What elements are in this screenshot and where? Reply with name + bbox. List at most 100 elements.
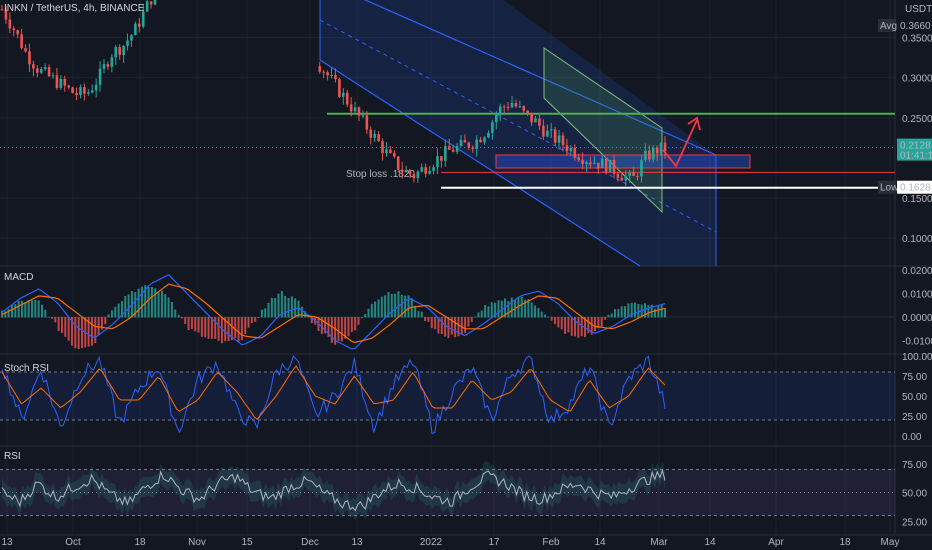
macd-histogram-bar <box>354 317 357 331</box>
price-tag-value: 0.3660 <box>900 21 931 32</box>
macd-histogram-bar <box>627 303 630 318</box>
macd-histogram-bar <box>614 309 617 318</box>
macd-histogram-bar <box>330 317 333 343</box>
candle-body <box>644 150 647 161</box>
current-price-tag-bg <box>897 138 932 161</box>
macd-histogram-bar <box>510 297 513 318</box>
candle-body <box>569 147 573 152</box>
macd-histogram-bar <box>557 317 560 328</box>
macd-histogram-bar <box>434 317 437 330</box>
macd-histogram-bar <box>407 295 410 318</box>
macd-histogram-bar <box>120 301 123 318</box>
macd-histogram-bar <box>20 301 23 318</box>
macd-histogram-bar <box>394 293 397 318</box>
x-tick-label: 14 <box>594 537 606 548</box>
macd-histogram-bar <box>144 285 147 318</box>
price-tag-name: Avg <box>880 21 897 32</box>
candle-body <box>134 23 137 36</box>
candle-body <box>145 1 149 12</box>
macd-histogram-bar <box>530 302 533 318</box>
macd-histogram-bar <box>450 317 453 335</box>
macd-histogram-bar <box>377 299 380 318</box>
candle-body <box>612 159 616 174</box>
macd-histogram-bar <box>397 291 400 318</box>
candle-body <box>334 74 337 80</box>
candle-body <box>436 156 439 168</box>
macd-histogram-bar <box>547 316 550 318</box>
macd-histogram-bar <box>577 317 580 338</box>
candle-body <box>153 0 157 5</box>
stoch-rsi-label: Stoch RSI <box>4 363 50 374</box>
macd-histogram-bar <box>444 317 447 337</box>
macd-y-tick: -0.0100 <box>902 337 932 348</box>
macd-histogram-bar <box>87 317 90 347</box>
candle-body <box>75 92 78 95</box>
macd-histogram-bar <box>497 300 500 318</box>
macd-histogram-bar <box>474 316 477 318</box>
candle-body <box>122 45 125 56</box>
candle-body <box>659 142 663 154</box>
rsi-band-fill <box>0 469 895 516</box>
candle-body <box>87 92 90 94</box>
macd-histogram-bar <box>80 317 83 349</box>
candle-body <box>632 172 635 176</box>
price-pane[interactable]: Stop loss .1820 <box>0 0 895 267</box>
macd-histogram-bar <box>470 317 473 322</box>
candle-body <box>463 139 467 143</box>
macd-pane[interactable] <box>0 273 895 350</box>
candle-body <box>381 141 384 154</box>
candle-body <box>487 133 490 138</box>
stoch-band-fill <box>0 372 895 420</box>
macd-y-tick: 0.0200 <box>902 266 932 277</box>
macd-histogram-bar <box>320 317 323 334</box>
macd-histogram-bar <box>107 314 110 318</box>
macd-histogram-bar <box>220 317 223 344</box>
candle-body <box>600 158 604 168</box>
candle-body <box>385 149 388 154</box>
macd-histogram-bar <box>487 306 490 318</box>
macd-histogram-bar <box>347 317 350 337</box>
macd-histogram-bar <box>24 302 27 318</box>
symbol-title[interactable]: INKN / TetherUS, 4h, BINANCE <box>4 3 145 14</box>
macd-histogram-bar <box>344 317 347 339</box>
macd-histogram-bar <box>160 290 163 318</box>
candle-body <box>126 40 129 46</box>
candle-body <box>338 79 341 97</box>
candle-body <box>577 157 580 161</box>
candle-body <box>28 51 31 65</box>
candle-body <box>326 72 329 76</box>
macd-histogram-bar <box>360 317 363 319</box>
macd-histogram-bar <box>7 308 10 318</box>
macd-histogram-bar <box>367 308 370 318</box>
macd-histogram-bar <box>537 308 540 318</box>
stoch-y-tick: 25.00 <box>902 412 927 423</box>
macd-histogram-bar <box>184 317 187 325</box>
macd-histogram-bar <box>134 292 137 318</box>
macd-histogram-bar <box>260 309 263 318</box>
macd-histogram-bar <box>297 300 300 318</box>
macd-histogram-bar <box>657 305 660 318</box>
stoch-rsi-pane[interactable] <box>0 355 895 435</box>
macd-histogram-bar <box>464 317 467 333</box>
candle-body <box>32 64 35 69</box>
macd-histogram-bar <box>200 317 203 337</box>
candle-body <box>322 71 325 73</box>
rsi-pane[interactable] <box>0 461 895 520</box>
candle-body <box>432 167 435 171</box>
candle-body <box>616 173 620 178</box>
price-tag-name: Low <box>880 183 899 194</box>
macd-histogram-bar <box>600 317 603 327</box>
candle-body <box>428 170 431 174</box>
macd-histogram-bar <box>167 297 170 318</box>
macd-histogram-bar <box>494 302 497 318</box>
stoch-y-tick: 75.00 <box>902 372 927 383</box>
candle-body <box>36 68 39 73</box>
macd-histogram-bar <box>604 317 607 320</box>
macd-histogram-bar <box>647 305 650 318</box>
rsi-y-tick: 50.00 <box>902 489 927 500</box>
macd-histogram-bar <box>210 317 213 339</box>
macd-histogram-bar <box>364 313 367 318</box>
macd-y-tick: 0.0000 <box>902 313 932 324</box>
x-tick-label: Oct <box>65 537 81 548</box>
